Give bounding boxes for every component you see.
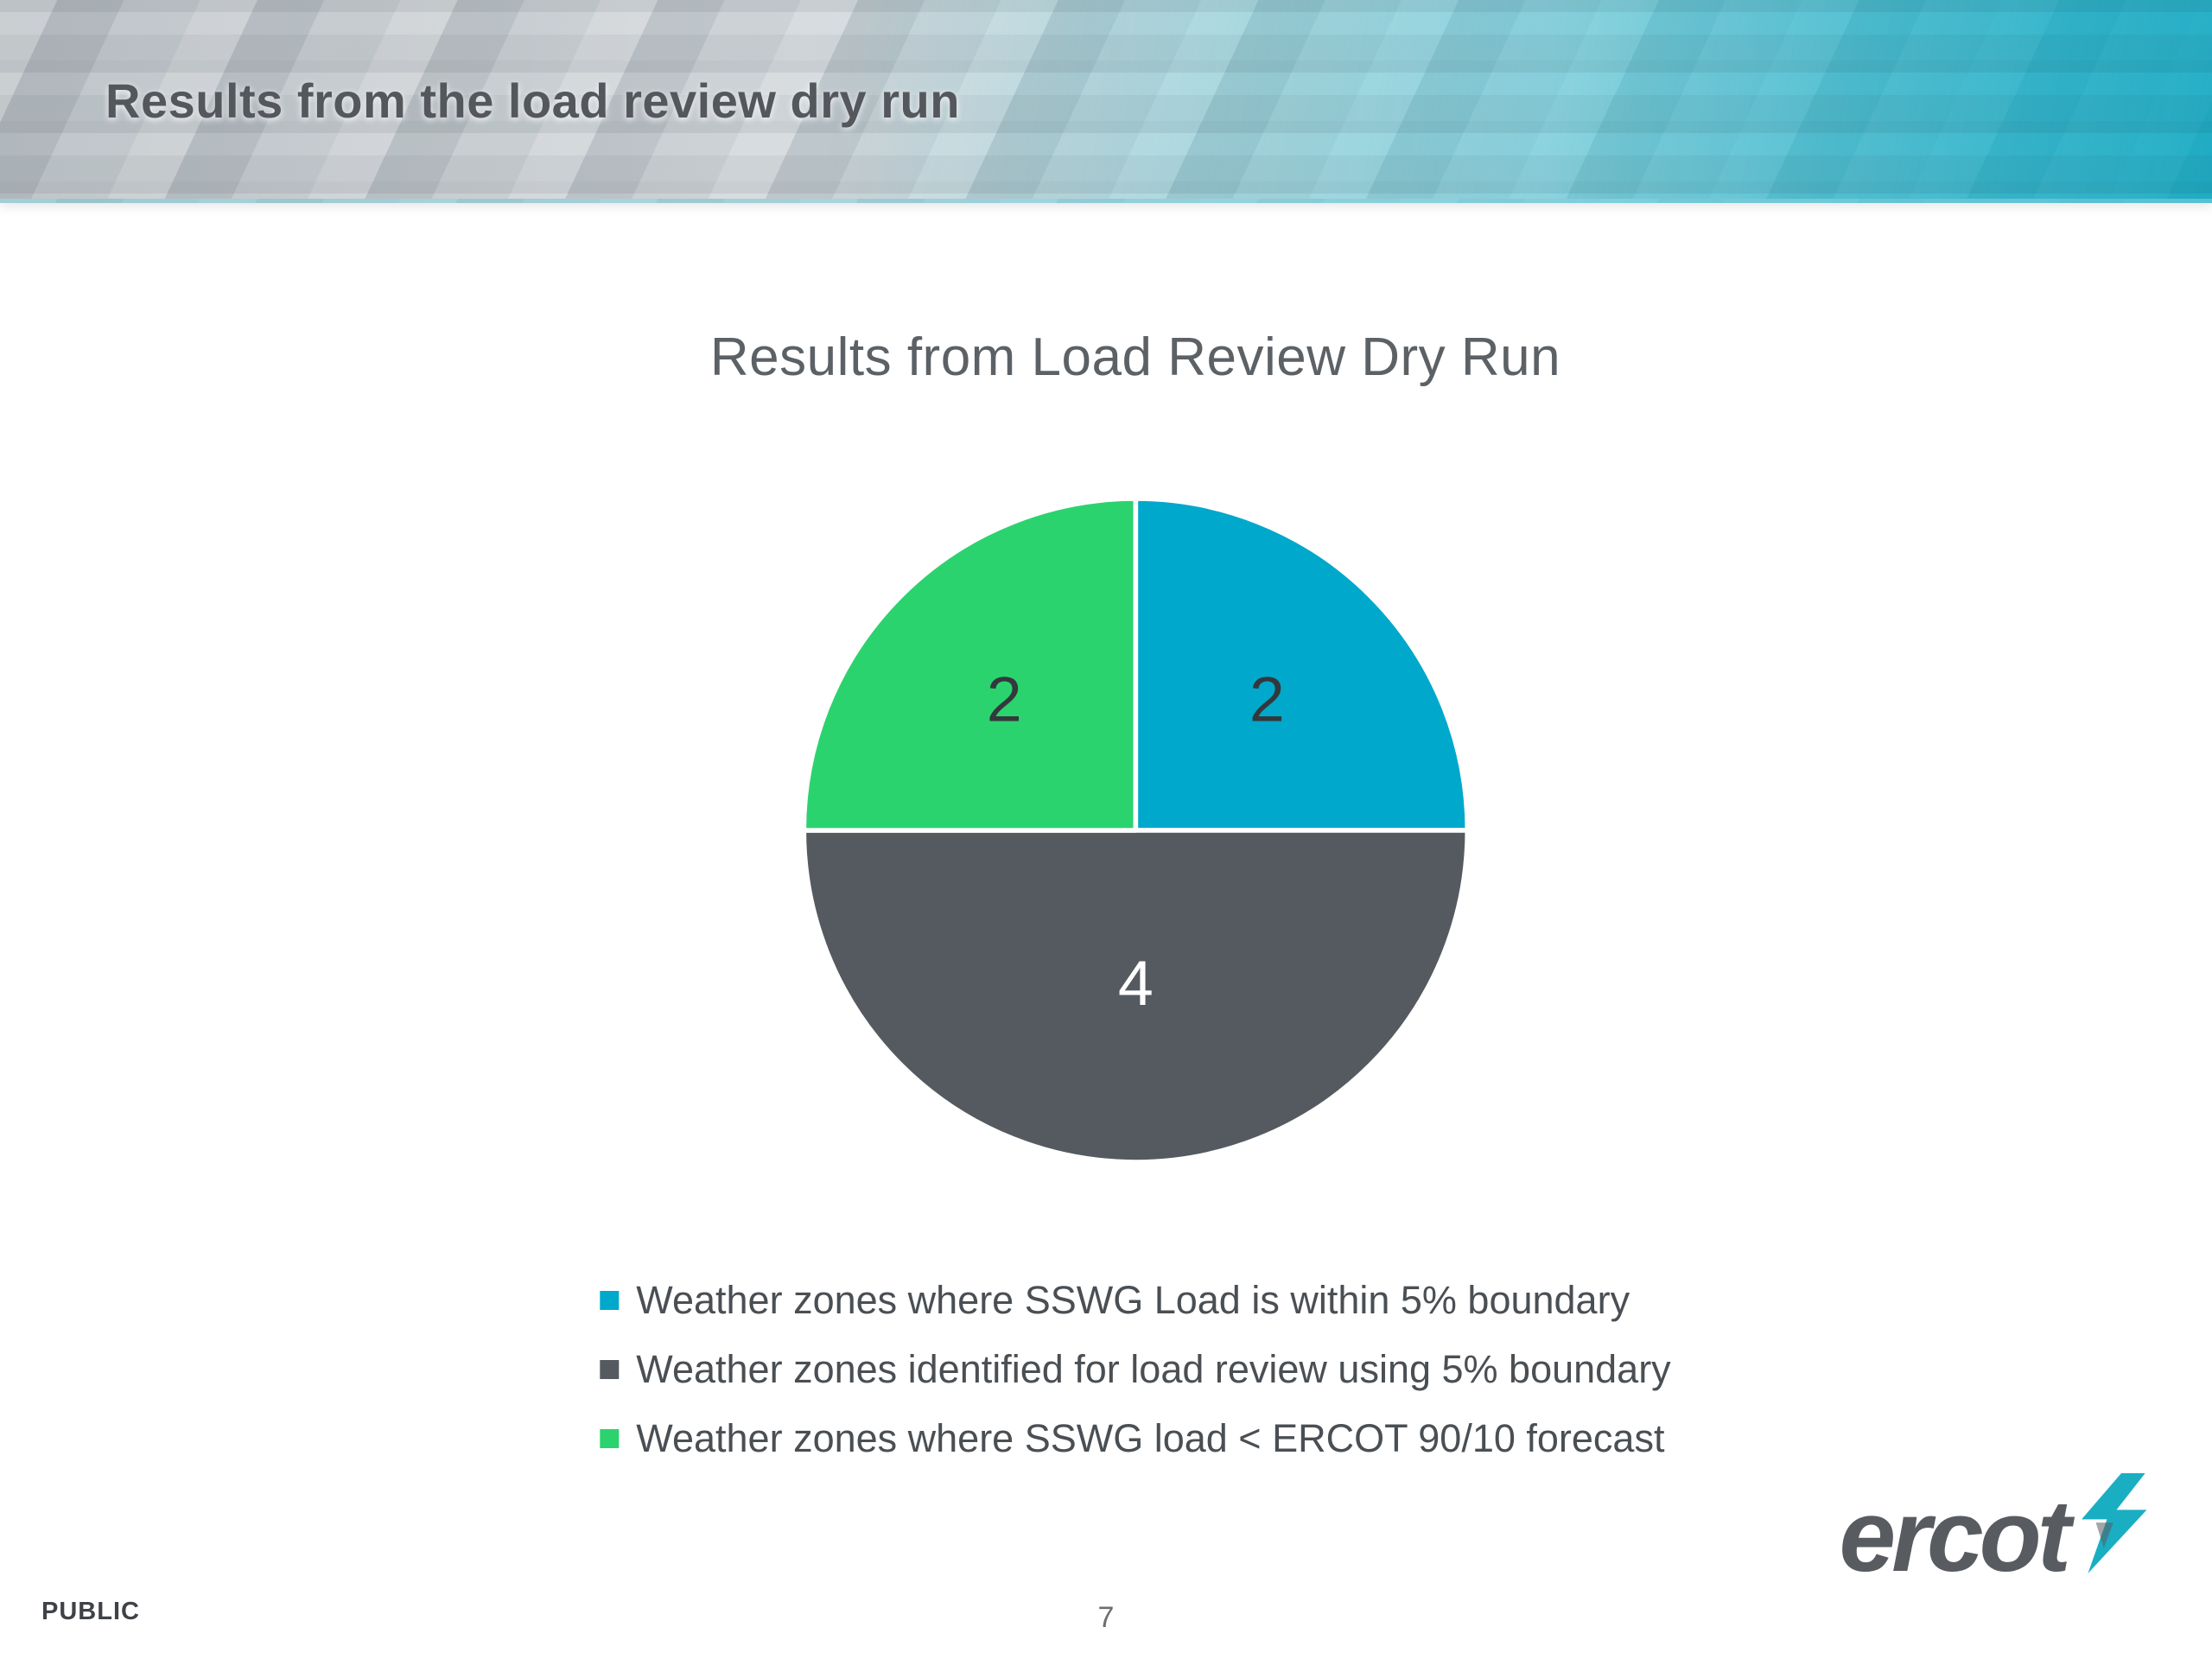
pie-slice-1 bbox=[801, 828, 1470, 1165]
classification-label: PUBLIC bbox=[41, 1598, 140, 1625]
legend-label-2: Weather zones where SSWG load < ERCOT 90… bbox=[636, 1416, 1665, 1460]
pie-slice-value-0: 2 bbox=[1249, 663, 1285, 734]
chart-area: Results from Load Review Dry Run 2 4 2 Wea… bbox=[600, 327, 1671, 1461]
pie-chart: 2 4 2 bbox=[790, 485, 1481, 1176]
pie-chart-svg: 2 4 2 bbox=[801, 496, 1470, 1165]
pie-slice-value-2: 2 bbox=[986, 663, 1021, 734]
legend-item-2: Weather zones where SSWG load < ERCOT 90… bbox=[600, 1416, 1664, 1461]
page-title: Results from the load review dry run bbox=[105, 73, 960, 128]
legend-label-0: Weather zones where SSWG Load is within … bbox=[636, 1278, 1630, 1322]
chart-title: Results from Load Review Dry Run bbox=[709, 327, 1561, 387]
page-number: 7 bbox=[1097, 1601, 1115, 1634]
legend-item-1: Weather zones identified for load review… bbox=[600, 1347, 1671, 1392]
pie-slice-0 bbox=[1133, 496, 1470, 833]
legend-swatch-1 bbox=[600, 1360, 620, 1379]
ercot-logo-text: ercot bbox=[1839, 1478, 2071, 1593]
pie-slice-value-1: 4 bbox=[1118, 947, 1154, 1019]
legend-swatch-0 bbox=[600, 1291, 620, 1310]
chart-legend: Weather zones where SSWG Load is within … bbox=[600, 1278, 1671, 1461]
header-banner: Results from the load review dry run bbox=[0, 0, 2212, 203]
legend-swatch-2 bbox=[600, 1429, 620, 1448]
pie-slice-2 bbox=[801, 496, 1138, 833]
lightning-bolt-icon bbox=[2082, 1473, 2147, 1573]
ercot-logo: ercot bbox=[1839, 1469, 2152, 1593]
legend-label-1: Weather zones identified for load review… bbox=[636, 1347, 1671, 1391]
legend-item-0: Weather zones where SSWG Load is within … bbox=[600, 1278, 1630, 1323]
